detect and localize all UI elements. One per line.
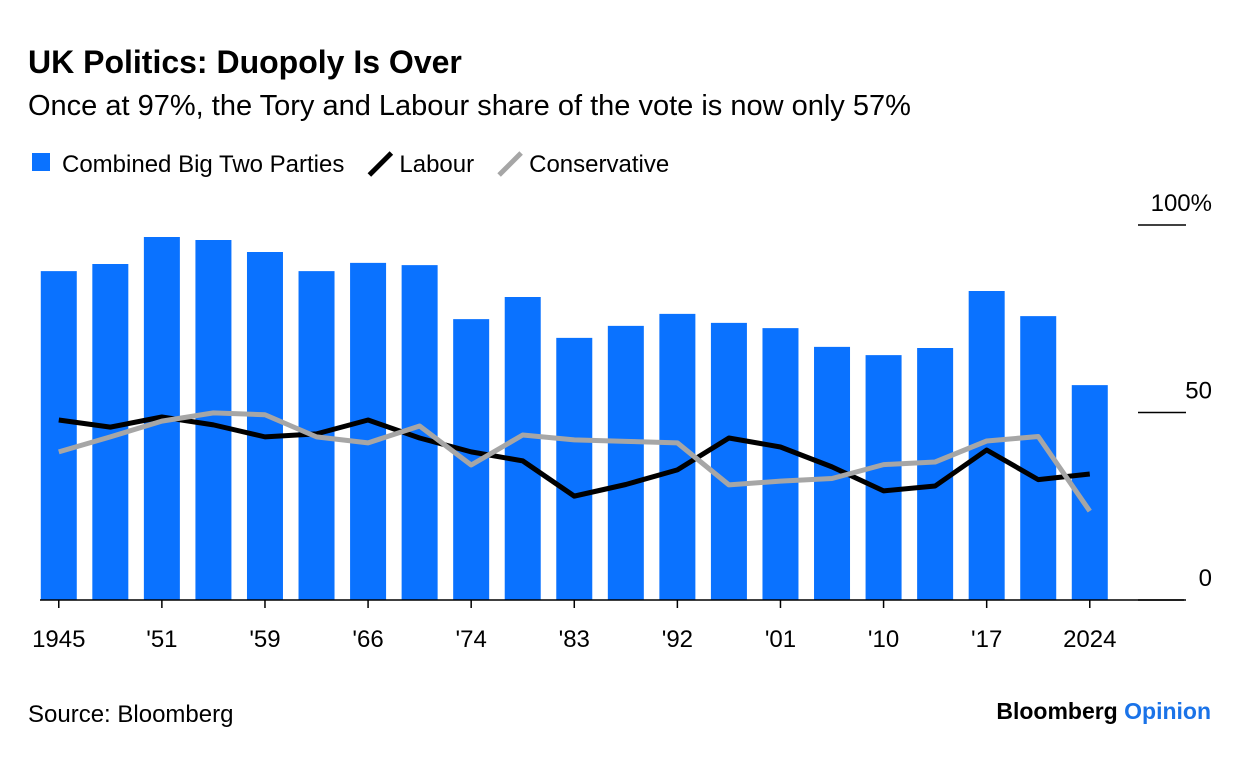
legend-label: Labour	[399, 151, 474, 178]
x-tick-label: '83	[559, 626, 590, 653]
legend-swatch	[367, 151, 394, 177]
y-tick-label: 0	[1199, 565, 1212, 592]
chart-subtitle: Once at 97%, the Tory and Labour share o…	[28, 90, 911, 122]
line	[58, 414, 1091, 499]
legend-label: Conservative	[529, 151, 669, 178]
x-tick-label: '74	[456, 626, 487, 653]
bar	[607, 325, 644, 600]
x-tick-label: 1945	[32, 626, 85, 653]
line	[58, 410, 1092, 513]
bar	[350, 262, 387, 600]
legend-swatch	[497, 151, 523, 177]
legend-label: Combined Big Two Parties	[62, 151, 344, 178]
x-tick-label: '01	[765, 626, 796, 653]
source: Source: Bloomberg	[28, 701, 233, 728]
brand-section: Opinion	[1124, 698, 1211, 724]
brand-name: Bloomberg	[996, 698, 1117, 724]
x-tick-label: '92	[662, 626, 693, 653]
bar	[556, 337, 593, 600]
x-tick-label: '51	[146, 626, 177, 653]
x-tick-label: '10	[868, 626, 899, 653]
bar	[710, 322, 747, 600]
x-tick-label: 2024	[1063, 626, 1116, 653]
chart-title: UK Politics: Duopoly Is Over	[28, 44, 462, 80]
x-tick-label: '17	[971, 626, 1002, 653]
bar	[762, 328, 799, 600]
x-tick-label: '66	[352, 626, 383, 653]
bar	[659, 313, 696, 600]
brand: Bloomberg Opinion	[996, 698, 1211, 724]
bar	[917, 348, 954, 600]
x-tick-label: '59	[249, 626, 280, 653]
bar	[195, 240, 232, 600]
y-tick-label: 100%	[1151, 190, 1212, 217]
legend-swatch	[32, 153, 50, 171]
bar	[246, 252, 283, 600]
bar	[504, 297, 541, 600]
y-tick-label: 50	[1185, 378, 1212, 405]
bar	[40, 271, 77, 600]
bar	[865, 355, 902, 600]
